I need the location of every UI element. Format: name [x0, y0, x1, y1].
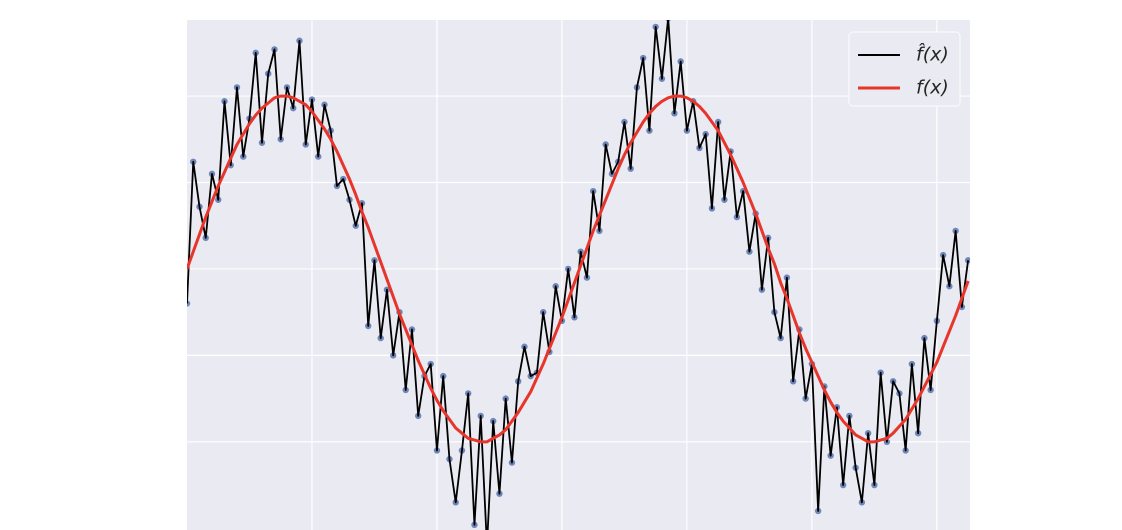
series-line	[187, 94, 970, 444]
plot	[187, 20, 970, 530]
series-line	[187, 20, 970, 530]
legend-label: f̂(x)	[916, 43, 949, 65]
legend-label: f(x)	[916, 77, 949, 99]
